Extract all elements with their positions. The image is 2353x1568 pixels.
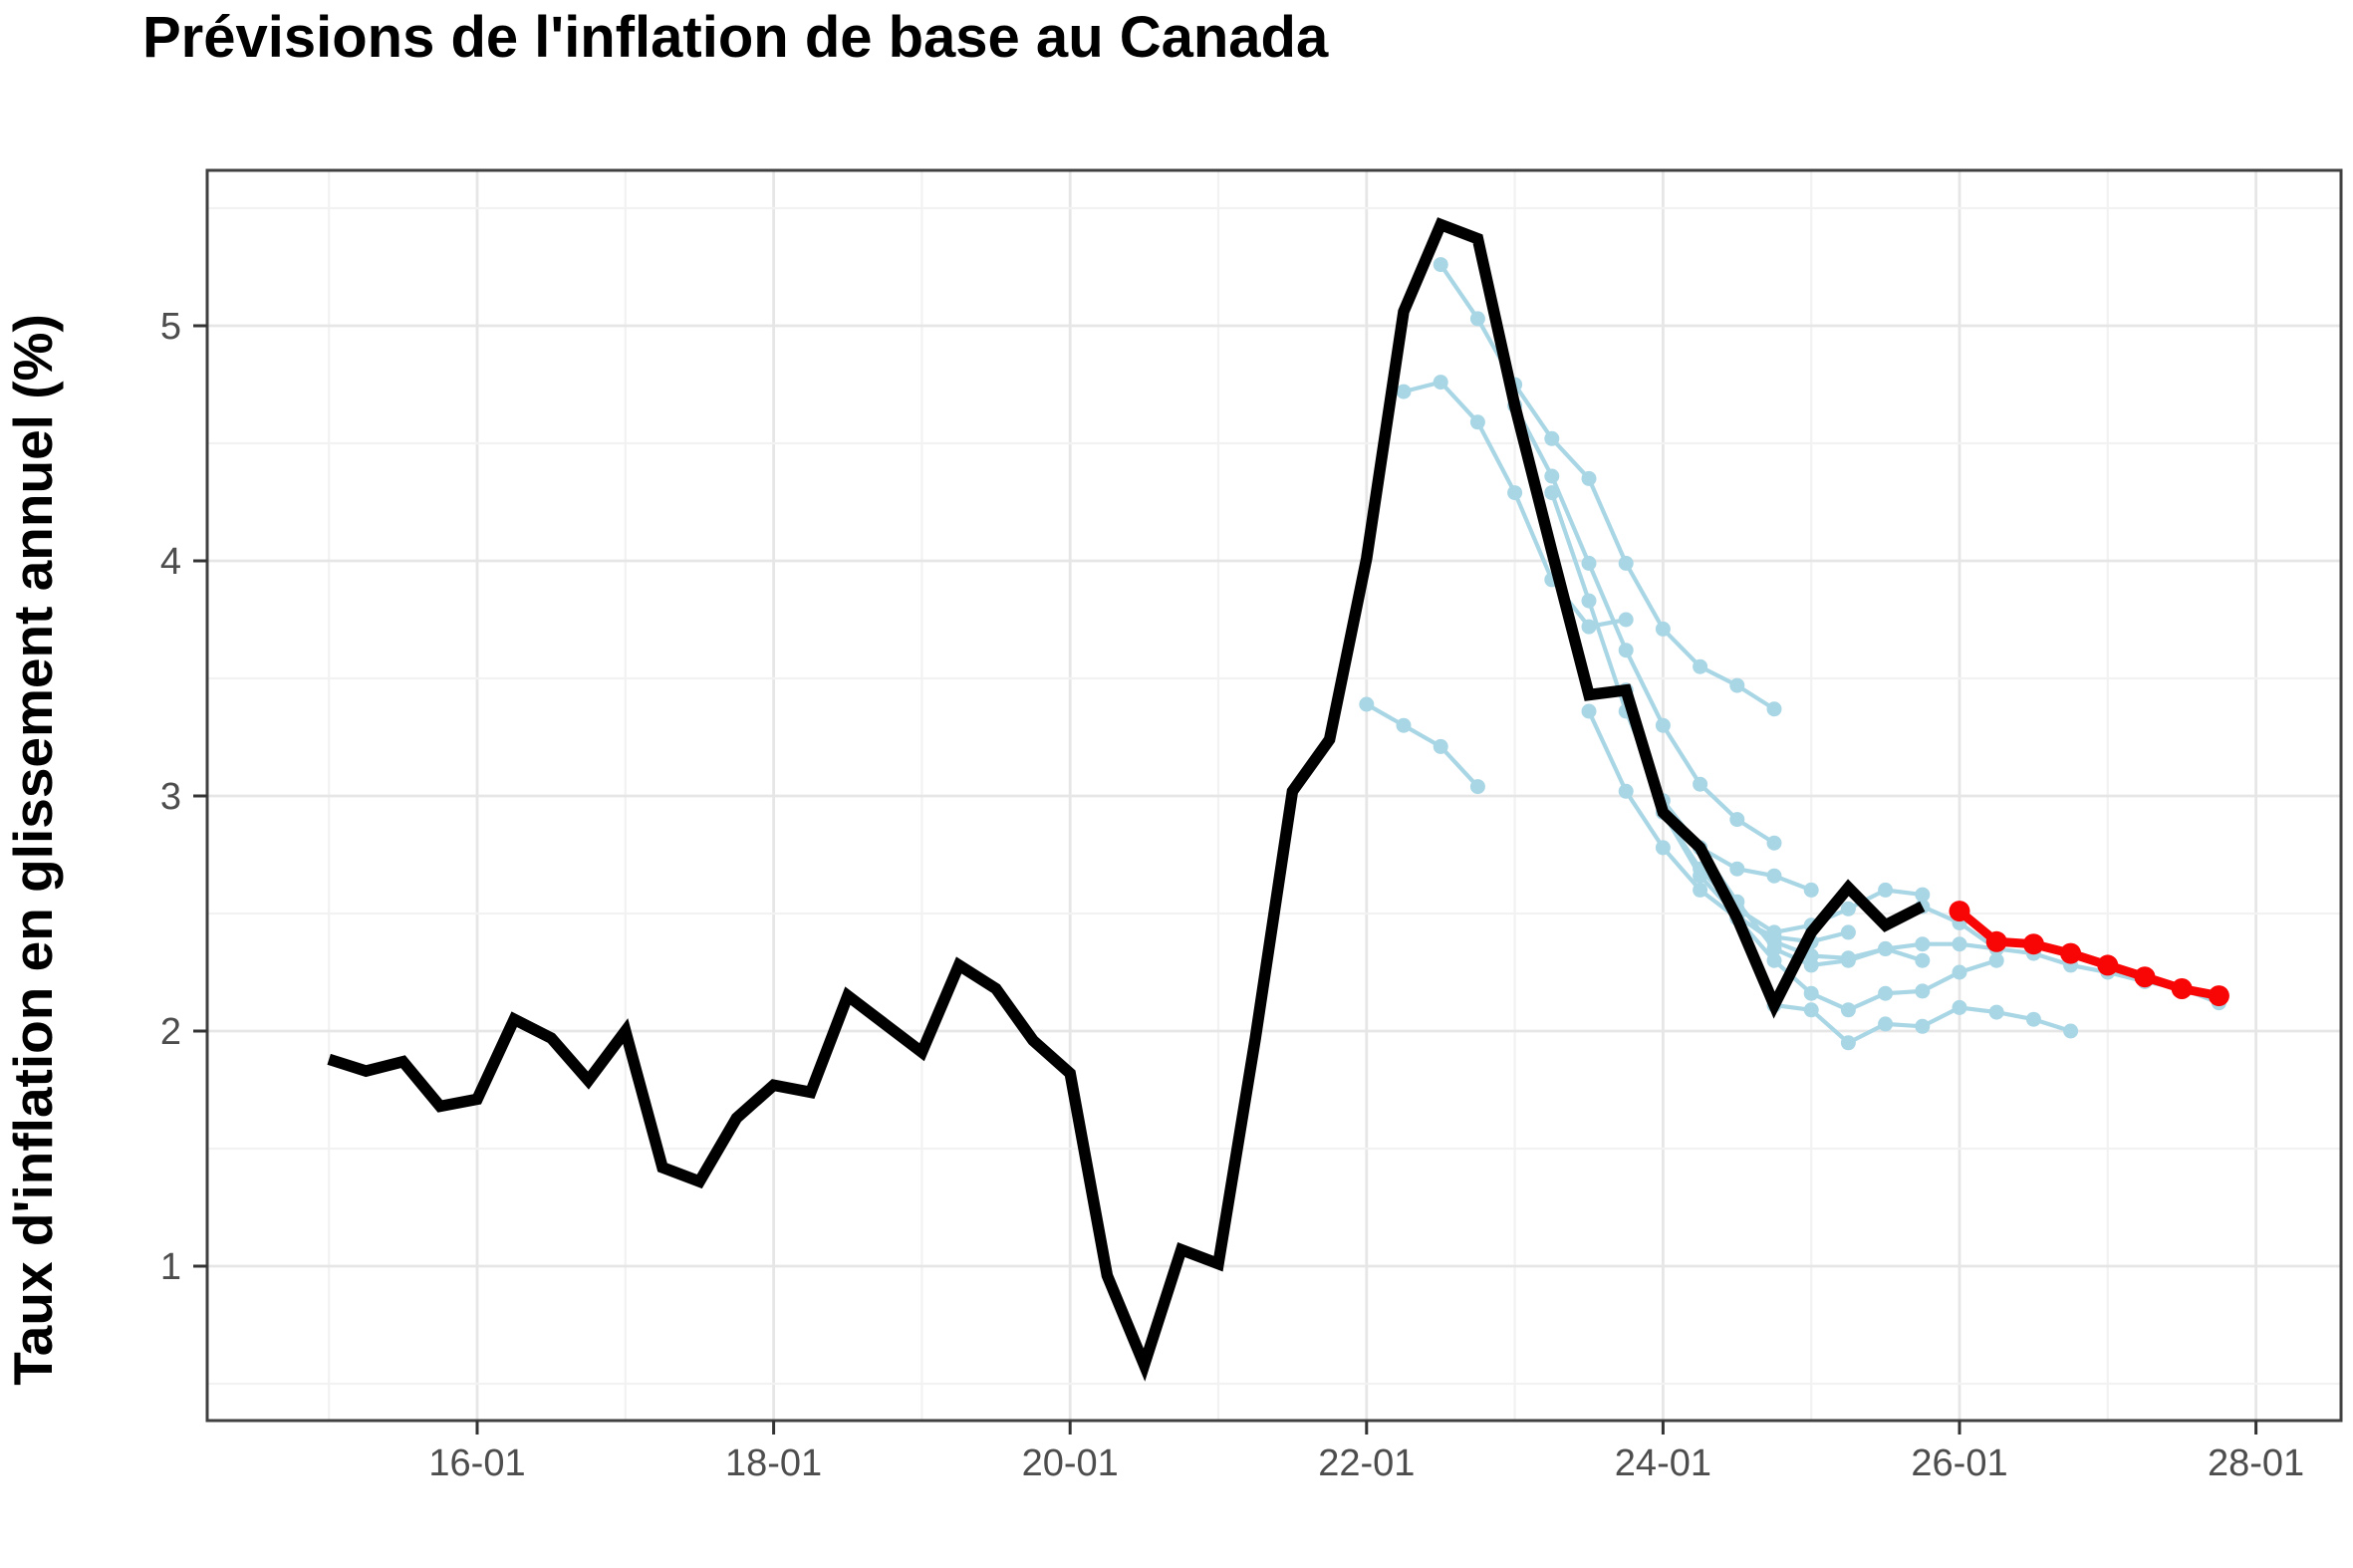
forecast-vintage-line (1438, 263, 1776, 711)
forecast-point (1840, 952, 1856, 968)
forecast-point (1693, 658, 1708, 674)
forecast-point (2025, 1011, 2041, 1027)
forecast-point (1729, 677, 1745, 693)
latest-forecast-point (2171, 978, 2193, 999)
chart-title: Prévisions de l'inflation de base au Can… (142, 5, 1329, 70)
forecast-point (1840, 924, 1856, 940)
forecast-point (1915, 1018, 1931, 1034)
forecast-point (1618, 612, 1634, 628)
latest-forecast-point (2134, 966, 2156, 988)
forecast-point (1544, 468, 1560, 484)
forecast-point (1915, 887, 1931, 903)
forecast-point (1655, 717, 1671, 733)
latest-forecast-point (1949, 901, 1970, 922)
x-tick-label: 26-01 (1911, 1442, 2007, 1484)
x-tick-label: 16-01 (428, 1442, 525, 1484)
forecast-point (1952, 964, 1967, 980)
x-tick-label: 22-01 (1318, 1442, 1415, 1484)
forecast-point (1469, 779, 1485, 795)
series-layer (327, 217, 2229, 1382)
forecast-point (1655, 840, 1671, 856)
forecast-point (1803, 1002, 1819, 1018)
forecast-point (1618, 555, 1634, 571)
latest-forecast-point (2060, 942, 2082, 964)
forecast-point (1803, 985, 1819, 1001)
forecast-point (1840, 1035, 1856, 1051)
y-tick-label: 2 (160, 1011, 181, 1053)
forecast-point (1915, 983, 1931, 999)
forecast-point (1469, 311, 1485, 327)
forecast-point (1729, 861, 1745, 877)
forecast-point (1915, 936, 1931, 952)
forecast-point (1878, 940, 1894, 956)
forecast-point (1433, 738, 1448, 754)
forecast-point (1803, 957, 1819, 973)
forecast-point (1544, 430, 1560, 446)
forecast-point (1469, 414, 1485, 430)
y-tick-label: 5 (160, 306, 181, 348)
x-tick-label: 24-01 (1615, 1442, 1711, 1484)
forecast-point (1433, 375, 1448, 391)
forecast-point (1729, 812, 1745, 828)
latest-forecast-point (2022, 933, 2044, 955)
axes-layer: 16-01 18-01 20-01 22-01 24-01 26-01 28-01 1 2 3 4 5 (160, 168, 2343, 1484)
forecast-vintage-line (1365, 702, 1479, 789)
forecast-point (1693, 776, 1708, 792)
forecast-point (1988, 1004, 2004, 1020)
x-tick-label: 20-01 (1022, 1442, 1119, 1484)
forecast-point (1581, 703, 1597, 719)
forecast-point (1840, 1002, 1856, 1018)
forecast-point (1766, 701, 1782, 717)
forecast-point (1581, 593, 1597, 609)
forecast-vintage-line (1587, 710, 1849, 944)
actual-series-line (327, 217, 1926, 1382)
forecast-point (1618, 643, 1634, 658)
forecast-point (1618, 783, 1634, 799)
x-tick-label: 28-01 (2208, 1442, 2304, 1484)
forecast-point (1915, 952, 1931, 968)
forecast-point (1878, 882, 1894, 898)
forecast-point (1581, 555, 1597, 571)
forecast-point (1952, 936, 1967, 952)
forecast-point (1433, 257, 1448, 273)
y-tick-label: 4 (160, 541, 181, 583)
forecast-point (1766, 952, 1782, 968)
latest-forecast-point (1985, 930, 2007, 952)
forecast-point (1766, 868, 1782, 884)
forecast-point (1952, 999, 1967, 1015)
x-tick-label: 18-01 (725, 1442, 822, 1484)
forecast-point (1507, 485, 1523, 501)
forecast-point (1396, 717, 1412, 733)
forecast-point (1359, 696, 1375, 712)
latest-forecast-point (2208, 985, 2229, 1007)
forecast-point (1840, 901, 1856, 916)
forecast-point (2063, 1023, 2079, 1039)
y-tick-label: 1 (160, 1246, 181, 1288)
forecast-point (1544, 485, 1560, 501)
forecast-point (1878, 1016, 1894, 1032)
forecast-point (1878, 985, 1894, 1001)
latest-forecast-point (2097, 954, 2119, 976)
forecast-point (1766, 940, 1782, 956)
forecast-point (1396, 384, 1412, 399)
forecast-point (1803, 882, 1819, 898)
gridlines-layer (207, 170, 2341, 1421)
forecast-point (1766, 835, 1782, 851)
y-axis-label: Taux d'inflation en glissement annuel (%… (2, 314, 64, 1386)
y-tick-label: 3 (160, 776, 181, 818)
forecast-point (1581, 619, 1597, 635)
forecast-point (1655, 621, 1671, 637)
forecast-point (1693, 882, 1708, 898)
forecast-point (1581, 470, 1597, 486)
forecast-point (1988, 952, 2004, 968)
forecast-point (1766, 924, 1782, 940)
